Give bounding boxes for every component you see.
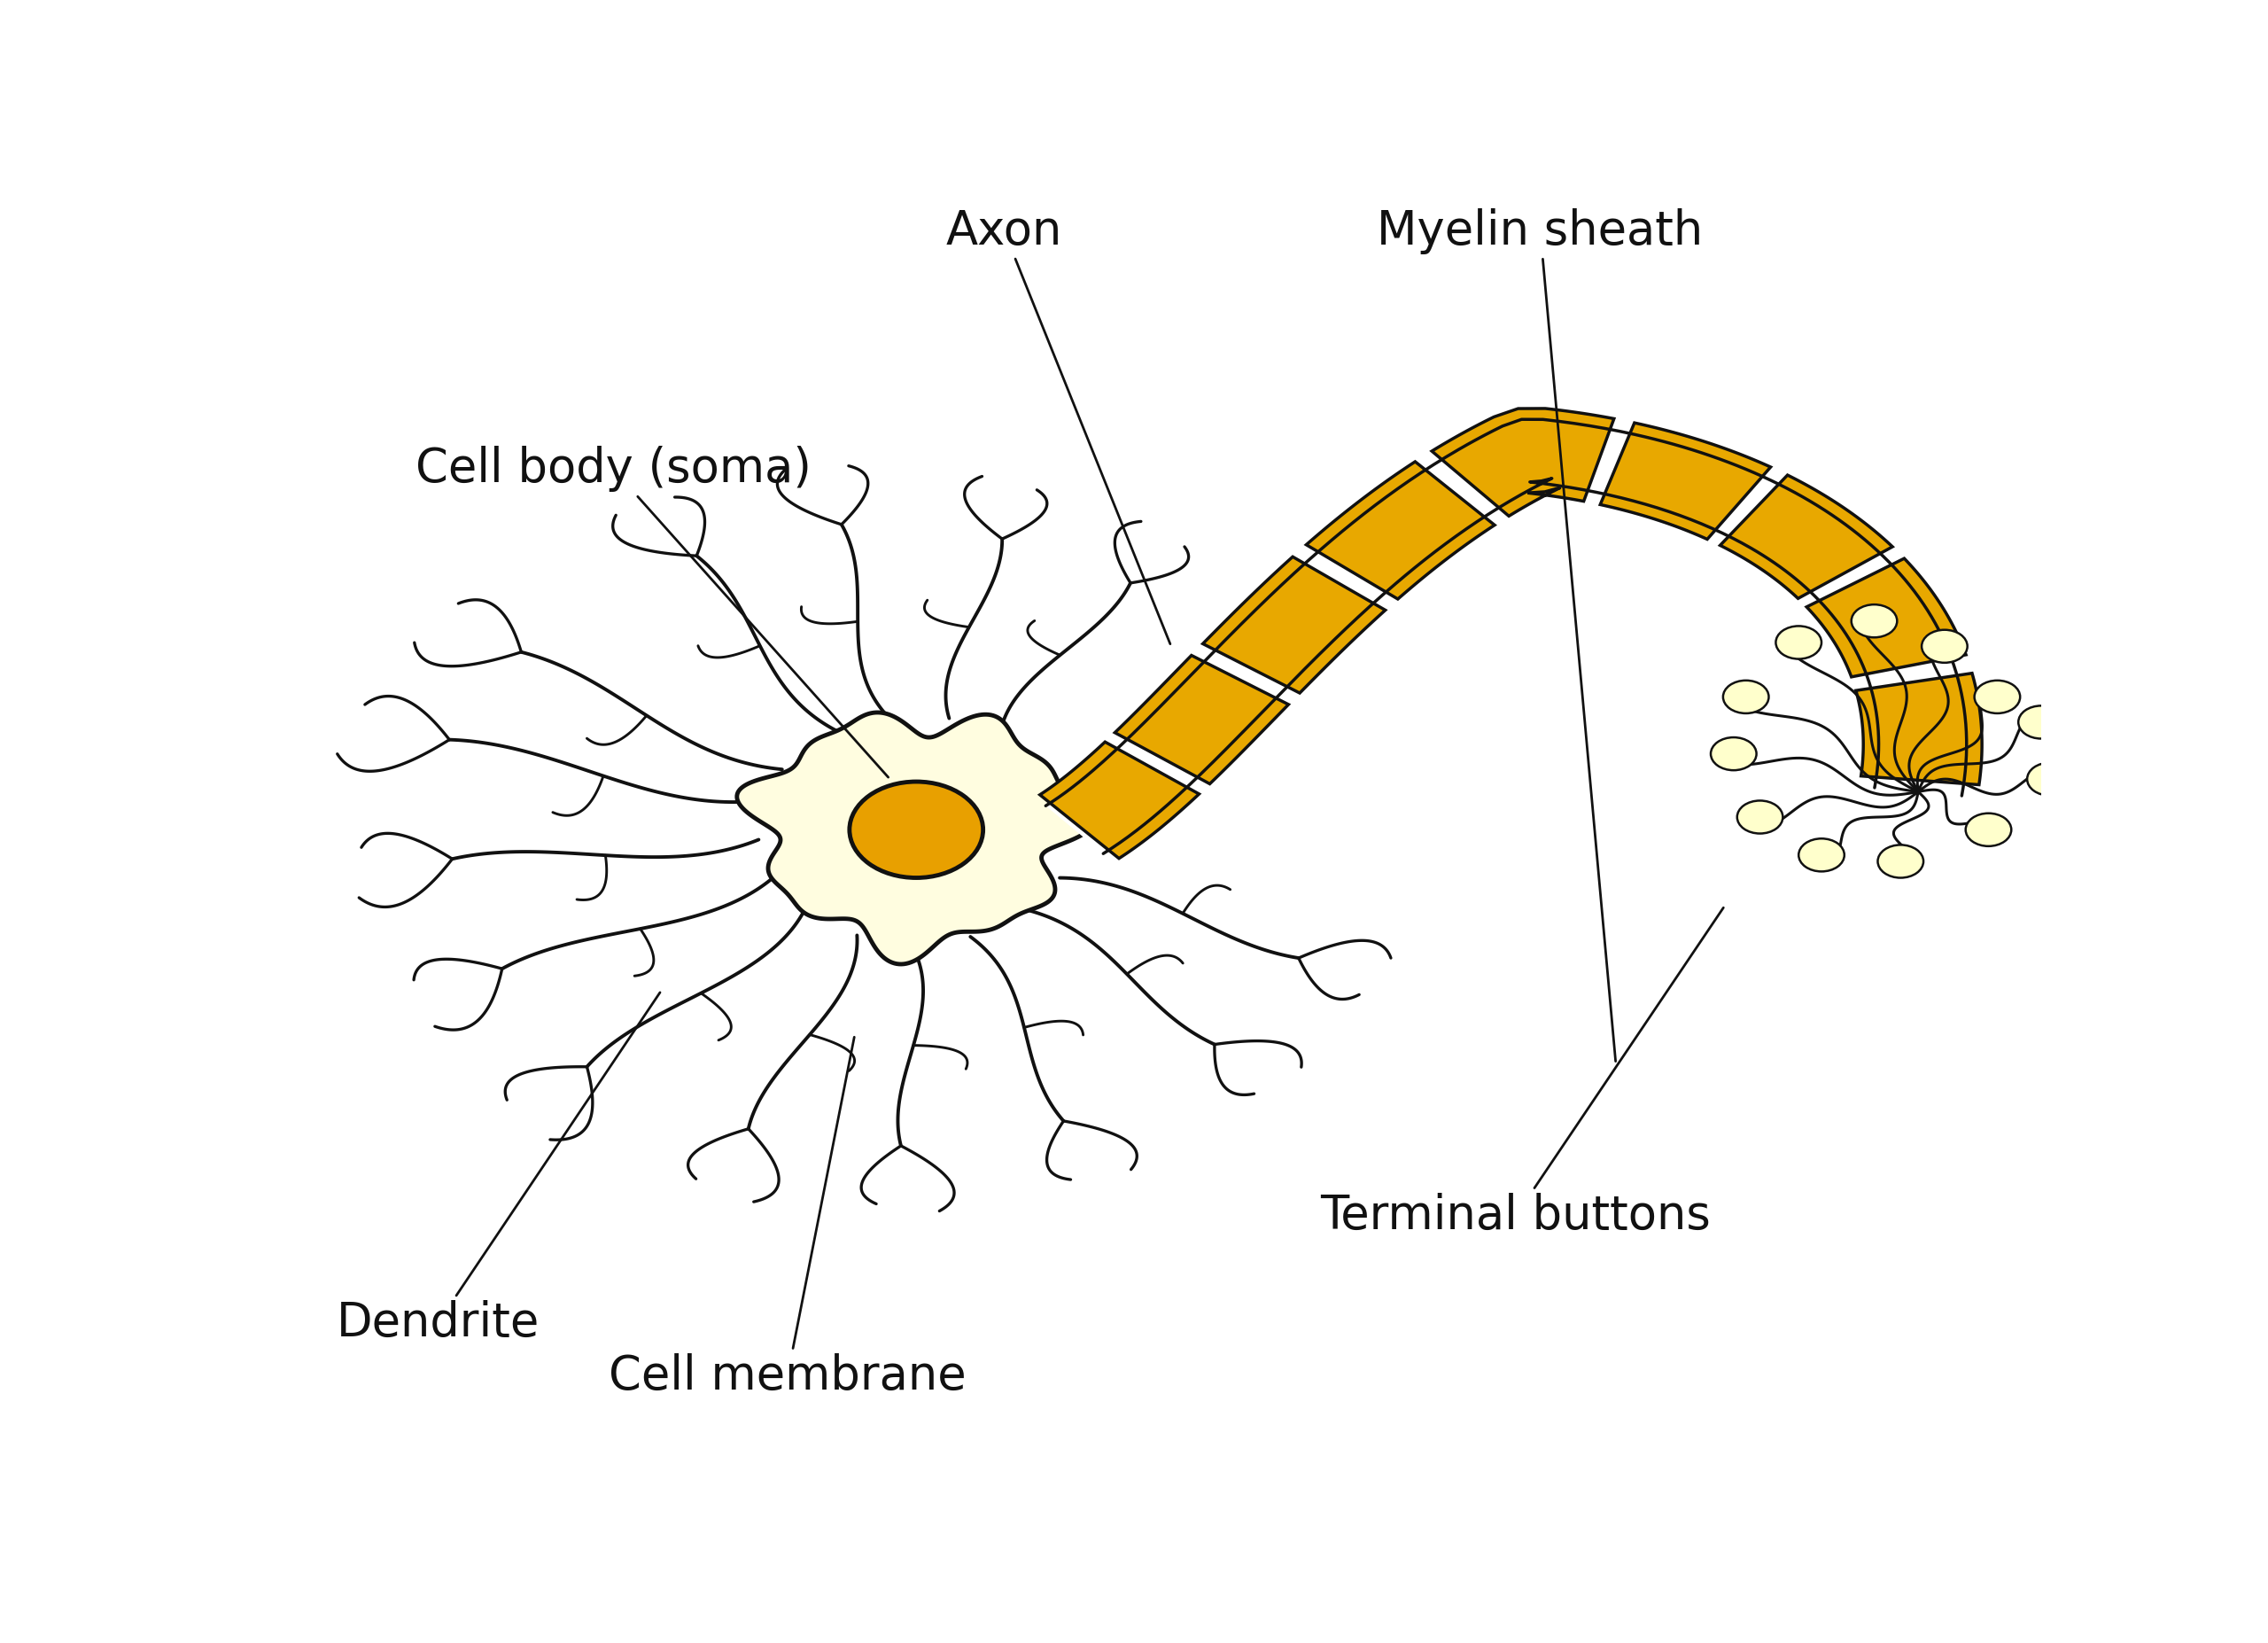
Polygon shape <box>1306 462 1495 600</box>
Polygon shape <box>1116 656 1288 784</box>
Polygon shape <box>1046 419 1966 854</box>
Polygon shape <box>1808 559 1966 677</box>
Text: Dendrite: Dendrite <box>336 992 660 1346</box>
Text: Cell membrane: Cell membrane <box>608 1037 966 1400</box>
Polygon shape <box>1202 557 1386 693</box>
Polygon shape <box>1431 409 1615 516</box>
Text: Axon: Axon <box>946 209 1170 644</box>
Circle shape <box>1966 813 2012 846</box>
Circle shape <box>1975 680 2021 713</box>
Circle shape <box>1710 738 1755 771</box>
Circle shape <box>1737 800 1783 833</box>
Polygon shape <box>1855 674 1982 785</box>
Polygon shape <box>737 713 1095 964</box>
Circle shape <box>1799 838 1844 871</box>
Circle shape <box>2019 706 2064 739</box>
Text: Terminal buttons: Terminal buttons <box>1320 907 1724 1239</box>
Circle shape <box>1851 605 1896 637</box>
Text: Cell body (soma): Cell body (soma) <box>415 447 889 777</box>
Circle shape <box>1921 629 1966 662</box>
Circle shape <box>850 782 982 877</box>
Text: Myelin sheath: Myelin sheath <box>1377 209 1703 1061</box>
Circle shape <box>2028 762 2073 795</box>
Circle shape <box>1878 845 1923 877</box>
Polygon shape <box>1039 743 1200 858</box>
Polygon shape <box>1601 422 1771 539</box>
Circle shape <box>1724 680 1769 713</box>
Polygon shape <box>1719 475 1892 598</box>
Circle shape <box>1776 626 1821 659</box>
